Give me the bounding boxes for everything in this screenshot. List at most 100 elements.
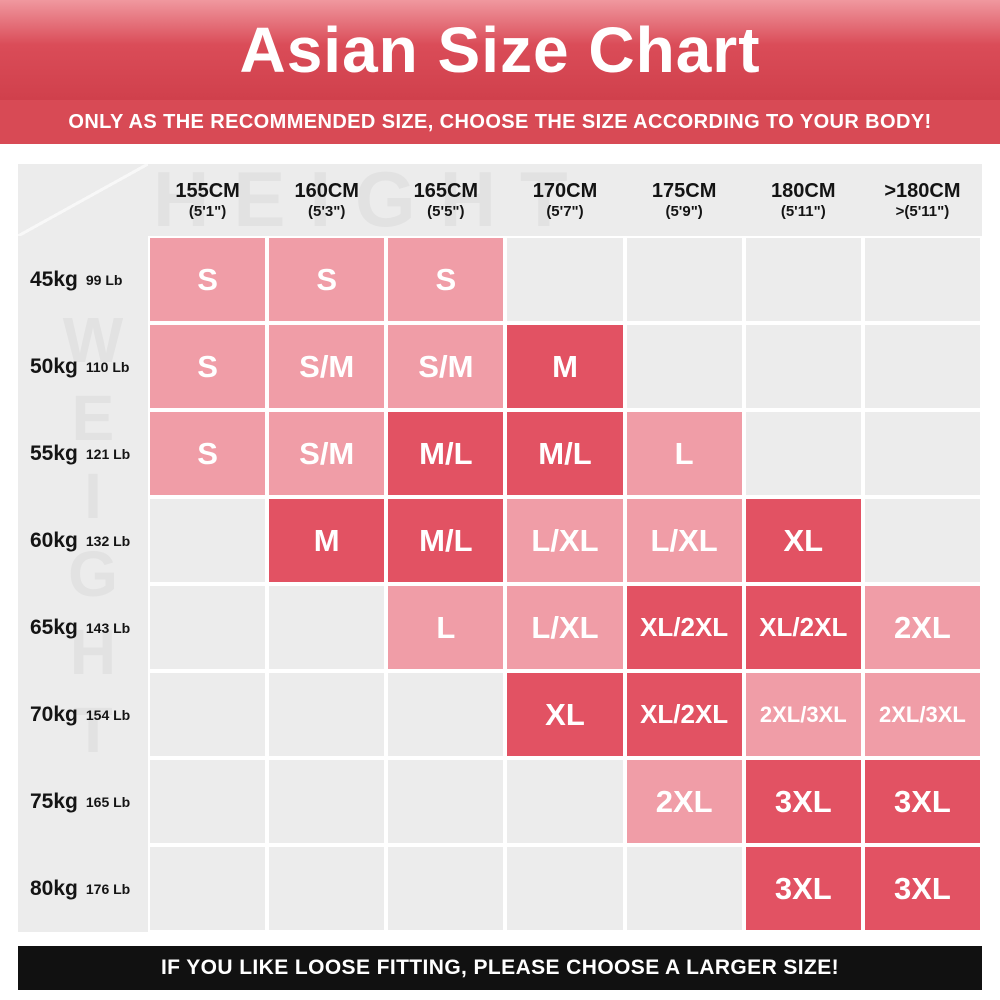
size-cell: XL	[505, 671, 625, 758]
empty-cell	[862, 410, 982, 497]
weight-kg: 65kg	[30, 615, 78, 639]
size-cell: S	[148, 236, 268, 323]
footer-note: IF YOU LIKE LOOSE FITTING, PLEASE CHOOSE…	[160, 956, 840, 979]
weight-lb: 121 Lb	[85, 445, 131, 462]
column-height-cm: >180CM	[884, 179, 961, 202]
empty-cell	[505, 758, 625, 845]
column-height-cm: 160CM	[294, 179, 359, 202]
row-header-7: 75kg 165 Lb	[18, 758, 148, 845]
size-cell: S	[148, 323, 268, 410]
size-cell: M	[267, 497, 387, 584]
empty-cell	[148, 584, 268, 671]
size-cell: M/L	[386, 410, 506, 497]
row-header-3: 55kg 121 Lb	[18, 410, 148, 497]
footer-note-bar: IF YOU LIKE LOOSE FITTING, PLEASE CHOOSE…	[18, 946, 982, 990]
empty-cell	[743, 236, 863, 323]
empty-cell	[862, 497, 982, 584]
size-cell: S	[267, 236, 387, 323]
weight-kg: 45kg	[30, 267, 78, 291]
column-header-3: 165CM (5'5")	[386, 164, 505, 236]
size-cell: 3XL	[743, 758, 863, 845]
column-header-5: 175CM (5'9")	[625, 164, 744, 236]
column-header-7: >180CM >(5'11")	[863, 164, 982, 236]
column-height-cm: 155CM	[175, 179, 240, 202]
corner-cell	[18, 164, 148, 236]
weight-kg: 60kg	[30, 528, 78, 552]
weight-lb: 99 Lb	[85, 271, 123, 288]
weight-kg: 80kg	[30, 876, 78, 900]
size-cell: XL	[743, 497, 863, 584]
column-header-6: 180CM (5'11")	[744, 164, 863, 236]
column-height-cm: 165CM	[413, 179, 479, 202]
size-cell: XL/2XL	[624, 584, 744, 671]
empty-cell	[386, 845, 506, 932]
size-cell: S	[148, 410, 268, 497]
column-height-ft: (5'5")	[427, 202, 465, 220]
size-cell: M/L	[505, 410, 625, 497]
weight-lb: 165 Lb	[85, 793, 131, 810]
weight-kg: 70kg	[30, 702, 78, 726]
subtitle-banner: ONLY AS THE RECOMMENDED SIZE, CHOOSE THE…	[0, 100, 1000, 144]
empty-cell	[148, 671, 268, 758]
empty-cell	[386, 671, 506, 758]
column-height-cm: 175CM	[651, 179, 717, 202]
empty-cell	[862, 323, 982, 410]
size-cell: M	[505, 323, 625, 410]
column-header-2: 160CM (5'3")	[267, 164, 386, 236]
empty-cell	[743, 323, 863, 410]
row-header-8: 80kg 176 Lb	[18, 845, 148, 932]
column-height-cm: 180CM	[771, 179, 836, 202]
weight-kg: 55kg	[30, 441, 78, 465]
row-header-6: 70kg 154 Lb	[18, 671, 148, 758]
column-height-cm: 170CM	[532, 179, 598, 202]
column-height-ft: (5'9")	[665, 202, 703, 220]
size-cell: L/XL	[505, 584, 625, 671]
size-cell: XL/2XL	[624, 671, 744, 758]
size-cell: S/M	[386, 323, 506, 410]
column-height-ft: >(5'11")	[895, 202, 950, 220]
size-cell: L	[386, 584, 506, 671]
size-cell: M/L	[386, 497, 506, 584]
size-cell: 3XL	[743, 845, 863, 932]
empty-cell	[386, 758, 506, 845]
weight-lb: 110 Lb	[85, 358, 130, 375]
weight-lb: 154 Lb	[85, 706, 131, 723]
column-height-ft: (5'3")	[308, 202, 346, 220]
empty-cell	[624, 845, 744, 932]
column-height-ft: (5'1")	[188, 202, 227, 220]
size-cell: 3XL	[862, 845, 982, 932]
size-cell: L	[624, 410, 744, 497]
column-header-1: 155CM (5'1")	[148, 164, 267, 236]
weight-lb: 132 Lb	[85, 532, 131, 549]
empty-cell	[267, 845, 387, 932]
row-header-1: 45kg 99 Lb	[18, 236, 148, 323]
column-height-ft: (5'7")	[546, 202, 584, 220]
page-title: Asian Size Chart	[239, 14, 761, 86]
watermark-weight: WEIGHT	[57, 304, 129, 772]
column-header-4: 170CM (5'7")	[505, 164, 624, 236]
size-cell: 2XL/3XL	[743, 671, 863, 758]
size-cell: 2XL/3XL	[862, 671, 982, 758]
empty-cell	[267, 584, 387, 671]
empty-cell	[743, 410, 863, 497]
size-cell: L/XL	[505, 497, 625, 584]
weight-lb: 176 Lb	[85, 880, 131, 897]
empty-cell	[267, 671, 387, 758]
size-cell: 2XL	[624, 758, 744, 845]
column-height-ft: (5'11")	[780, 202, 826, 220]
weight-lb: 143 Lb	[85, 619, 131, 636]
size-chart-panel: HEIGHT WEIGHT 155CM (5'1") 160CM (5'3") 165C…	[18, 155, 982, 932]
weight-kg: 50kg	[30, 354, 78, 378]
size-cell: S/M	[267, 410, 387, 497]
empty-cell	[505, 236, 625, 323]
size-cell: S/M	[267, 323, 387, 410]
empty-cell	[148, 845, 268, 932]
empty-cell	[148, 497, 268, 584]
size-grid: 155CM (5'1") 160CM (5'3") 165CM (5'5") 170CM (5…	[18, 164, 982, 932]
title-banner: Asian Size Chart	[0, 0, 1000, 100]
empty-cell	[505, 845, 625, 932]
size-cell: S	[386, 236, 506, 323]
size-cell: XL/2XL	[743, 584, 863, 671]
empty-cell	[148, 758, 268, 845]
empty-cell	[862, 236, 982, 323]
